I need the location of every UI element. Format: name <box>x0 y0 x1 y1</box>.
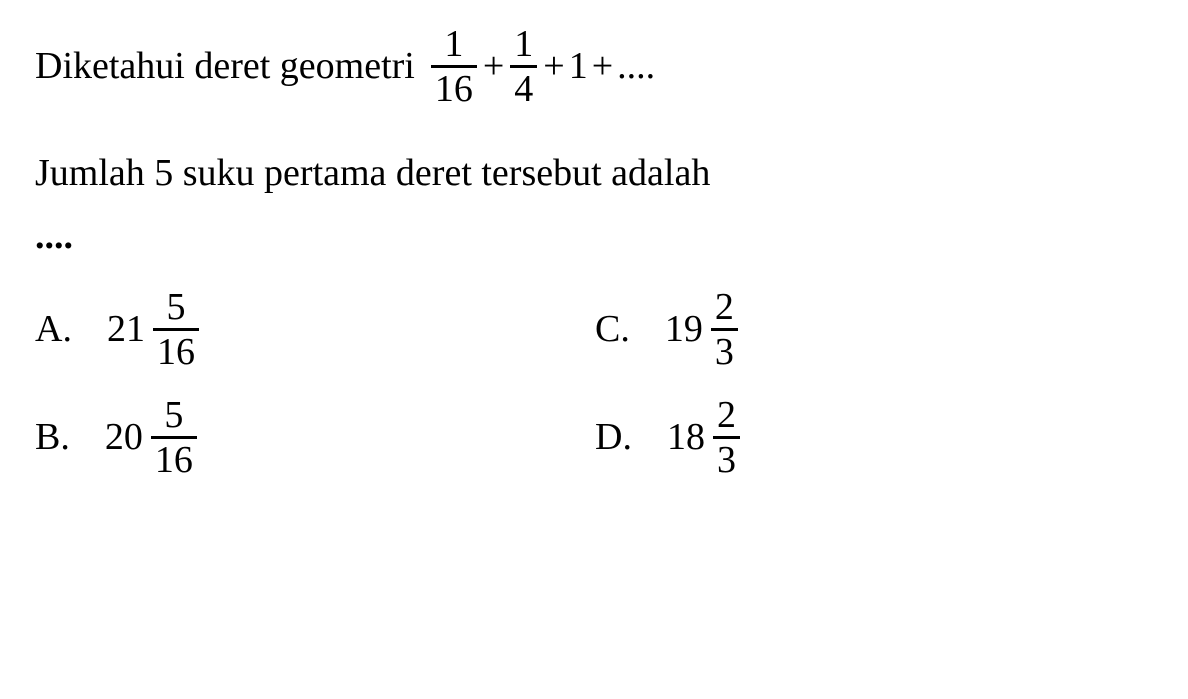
mixed-fraction-part: 2 3 <box>713 396 740 479</box>
fraction-numerator: 1 <box>440 25 467 65</box>
option-value: 21 5 16 <box>107 288 205 371</box>
fraction-denominator: 3 <box>711 328 738 371</box>
series-term-3: 1 <box>569 42 588 91</box>
mixed-whole: 20 <box>105 415 143 459</box>
mixed-whole: 18 <box>667 415 705 459</box>
question-trailing-dots: .... <box>35 214 1153 258</box>
mixed-fraction-part: 2 3 <box>711 288 738 371</box>
plus-sign: + <box>543 42 564 91</box>
fraction-numerator: 5 <box>162 288 189 328</box>
fraction-denominator: 4 <box>510 65 537 108</box>
mixed-whole: 21 <box>107 307 145 351</box>
plus-sign: + <box>592 42 613 91</box>
option-label: B. <box>35 415 70 459</box>
option-value: 19 2 3 <box>665 288 744 371</box>
question-text-before: Diketahui deret geometri <box>35 42 415 91</box>
option-label: C. <box>595 307 630 351</box>
fraction-numerator: 5 <box>160 396 187 436</box>
option-value: 18 2 3 <box>667 396 746 479</box>
option-value: 20 5 16 <box>105 396 203 479</box>
option-a: A. 21 5 16 <box>35 288 595 371</box>
mixed-fraction-part: 5 16 <box>153 288 199 371</box>
mixed-fraction-part: 5 16 <box>151 396 197 479</box>
fraction-numerator: 1 <box>510 25 537 65</box>
option-d: D. 18 2 3 <box>595 396 746 479</box>
option-c: C. 19 2 3 <box>595 288 744 371</box>
question-line-1: Diketahui deret geometri 1 16 + 1 4 + 1 … <box>35 25 1153 108</box>
series-trailing-dots: .... <box>617 42 655 91</box>
fraction-denominator: 16 <box>153 328 199 371</box>
option-b: B. 20 5 16 <box>35 396 595 479</box>
options-row-2: B. 20 5 16 D. 18 2 3 <box>35 396 1153 479</box>
options-row-1: A. 21 5 16 C. 19 2 3 <box>35 288 1153 371</box>
fraction-numerator: 2 <box>711 288 738 328</box>
series-term-2: 1 4 <box>510 25 537 108</box>
option-label: D. <box>595 415 632 459</box>
question-line-2: Jumlah 5 suku pertama deret tersebut ada… <box>35 143 1153 204</box>
plus-sign: + <box>483 42 504 91</box>
fraction-denominator: 16 <box>431 65 477 108</box>
fraction-numerator: 2 <box>713 396 740 436</box>
mixed-whole: 19 <box>665 307 703 351</box>
option-label: A. <box>35 307 72 351</box>
fraction-denominator: 16 <box>151 436 197 479</box>
fraction-denominator: 3 <box>713 436 740 479</box>
series-term-1: 1 16 <box>431 25 477 108</box>
